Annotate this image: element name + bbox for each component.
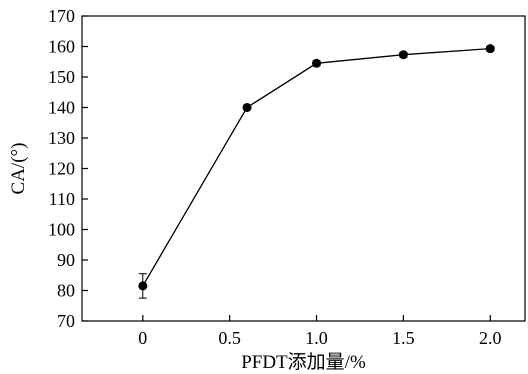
y-tick-label-170: 170 bbox=[48, 6, 75, 26]
y-tick-label-150: 150 bbox=[48, 67, 75, 87]
x-tick-label-1.0: 1.0 bbox=[305, 328, 328, 348]
x-tick-label-1.5: 1.5 bbox=[392, 328, 415, 348]
y-axis-title: CA/(°) bbox=[8, 143, 29, 195]
x-axis-title: PFDT添加量/% bbox=[241, 351, 366, 373]
y-tick-label-120: 120 bbox=[48, 159, 75, 179]
data-point-2 bbox=[312, 58, 322, 68]
plot-area: 70 80 90 100 110 120 130 140 150 160 170 0 0.5 1.0 1.5… bbox=[48, 6, 526, 348]
y-tick-label-70: 70 bbox=[57, 311, 75, 331]
y-tick-label-80: 80 bbox=[57, 281, 75, 301]
data-point-4 bbox=[485, 44, 495, 54]
y-tick-label-140: 140 bbox=[48, 98, 75, 118]
data-point-1 bbox=[242, 103, 252, 112]
y-tick-label-100: 100 bbox=[48, 220, 75, 240]
data-point-3 bbox=[398, 50, 408, 60]
y-tick-label-110: 110 bbox=[49, 189, 75, 209]
x-tick-label-0: 0 bbox=[138, 328, 147, 348]
x-tick-label-0.5: 0.5 bbox=[218, 328, 241, 348]
y-tick-label-90: 90 bbox=[57, 250, 75, 270]
y-tick-label-160: 160 bbox=[48, 37, 75, 57]
series-0-line bbox=[142, 47, 491, 287]
data-point-0 bbox=[138, 281, 148, 291]
x-tick-label-2.0: 2.0 bbox=[479, 328, 502, 348]
y-tick-label-130: 130 bbox=[48, 128, 75, 148]
